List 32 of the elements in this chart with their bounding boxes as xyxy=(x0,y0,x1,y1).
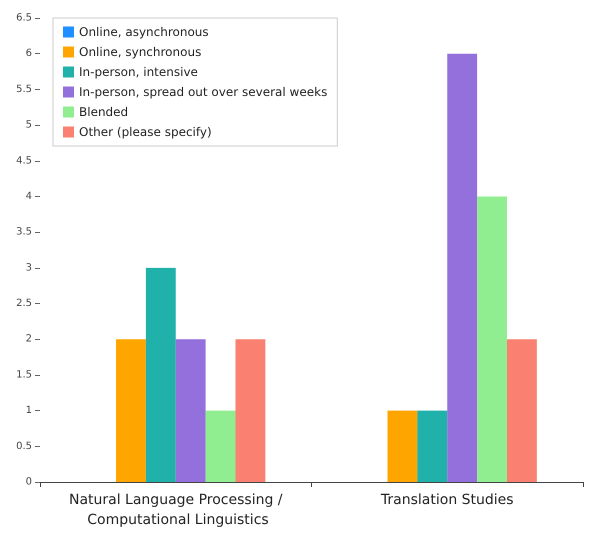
bar xyxy=(146,268,176,482)
bar xyxy=(206,410,236,482)
y-tick-label: 0.5 xyxy=(16,440,32,452)
legend-label: Online, asynchronous xyxy=(79,25,209,39)
bar xyxy=(477,196,507,482)
y-tick-label: 3.5 xyxy=(16,226,32,238)
bar xyxy=(235,339,266,482)
legend-label: In-person, intensive xyxy=(79,65,198,79)
y-tick-label: 4.5 xyxy=(16,155,32,166)
y-tick-label: 5 xyxy=(26,120,32,131)
legend-label: Online, synchronous xyxy=(79,45,202,59)
y-tick-label: 4 xyxy=(26,190,32,202)
y-tick-label: 0 xyxy=(26,476,32,488)
bar xyxy=(116,339,146,482)
y-tick-label: 1.5 xyxy=(16,369,32,380)
x-tick-label: Natural Language Processing / Computational Linguistics xyxy=(68,492,283,528)
y-tick-label: 2.5 xyxy=(16,298,32,310)
bar xyxy=(417,410,448,482)
bar xyxy=(176,339,206,482)
y-tick-label: 2 xyxy=(26,334,32,345)
y-tick-label: 5.5 xyxy=(16,84,32,95)
y-tick-label: 6.5 xyxy=(16,12,32,24)
y-tick-label: 1 xyxy=(26,405,32,416)
legend-label: In-person, spread out over several weeks xyxy=(79,85,328,99)
bar xyxy=(388,410,418,482)
y-tick-label: 3 xyxy=(26,262,32,274)
x-tick-label: Translation Studies xyxy=(380,492,514,508)
bar xyxy=(447,54,478,482)
legend-label: Other (please specify) xyxy=(79,125,212,139)
bar xyxy=(506,339,537,482)
legend-label: Blended xyxy=(79,105,128,119)
y-tick-label: 6 xyxy=(26,48,32,60)
